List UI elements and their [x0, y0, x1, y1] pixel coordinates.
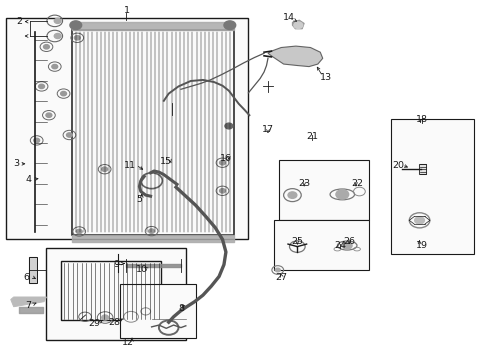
Circle shape [54, 18, 61, 23]
Text: 2: 2 [17, 17, 22, 26]
Text: 29: 29 [88, 320, 100, 328]
Circle shape [342, 242, 351, 249]
Text: 10: 10 [136, 266, 147, 274]
Bar [418, 164, 426, 174]
Text: 15: 15 [160, 157, 172, 166]
Text: 3: 3 [13, 159, 19, 168]
Circle shape [335, 190, 348, 199]
Bar [29, 257, 37, 283]
Circle shape [102, 167, 107, 171]
Text: 11: 11 [124, 161, 136, 170]
Circle shape [52, 64, 58, 69]
Text: 1: 1 [124, 6, 130, 15]
Circle shape [275, 268, 280, 272]
Circle shape [293, 22, 302, 28]
Text: 27: 27 [275, 274, 287, 282]
Text: 8: 8 [178, 304, 183, 313]
Text: 26: 26 [343, 238, 354, 246]
Bar [6, 18, 247, 239]
Polygon shape [292, 20, 304, 29]
Text: 24: 24 [333, 241, 345, 250]
Text: 6: 6 [23, 273, 29, 282]
Circle shape [61, 91, 66, 96]
Circle shape [54, 33, 61, 39]
Text: 5: 5 [136, 194, 142, 203]
Text: 13: 13 [320, 73, 331, 82]
Circle shape [34, 138, 40, 143]
Text: 23: 23 [298, 179, 309, 188]
Bar [273, 220, 368, 270]
Text: 19: 19 [415, 241, 427, 250]
Circle shape [70, 21, 81, 30]
Circle shape [219, 161, 225, 165]
Text: 16: 16 [220, 154, 231, 163]
Circle shape [43, 45, 49, 49]
Bar [61, 261, 161, 320]
Circle shape [39, 84, 44, 89]
Circle shape [66, 133, 72, 137]
Text: 17: 17 [262, 125, 273, 134]
Bar [120, 284, 195, 338]
Text: 9: 9 [113, 260, 119, 269]
Bar [72, 30, 233, 235]
Text: 14: 14 [282, 13, 294, 22]
Text: 22: 22 [350, 179, 362, 188]
Polygon shape [11, 297, 46, 307]
Circle shape [148, 229, 154, 233]
Text: 28: 28 [108, 318, 120, 327]
Circle shape [224, 123, 232, 129]
Bar [278, 160, 368, 220]
Bar [390, 119, 473, 254]
Polygon shape [267, 46, 322, 67]
Circle shape [102, 315, 108, 320]
Text: 4: 4 [25, 175, 31, 184]
Text: 20: 20 [392, 161, 404, 170]
Text: 18: 18 [415, 115, 427, 124]
Text: 12: 12 [122, 338, 134, 347]
Bar [46, 248, 185, 340]
Circle shape [414, 217, 424, 224]
Text: 25: 25 [291, 238, 303, 246]
Text: 7: 7 [25, 301, 31, 310]
Text: 21: 21 [305, 132, 317, 140]
Circle shape [287, 192, 296, 198]
Circle shape [224, 21, 235, 30]
Circle shape [219, 189, 225, 193]
Circle shape [74, 36, 80, 40]
Circle shape [46, 113, 52, 117]
Circle shape [76, 229, 82, 234]
